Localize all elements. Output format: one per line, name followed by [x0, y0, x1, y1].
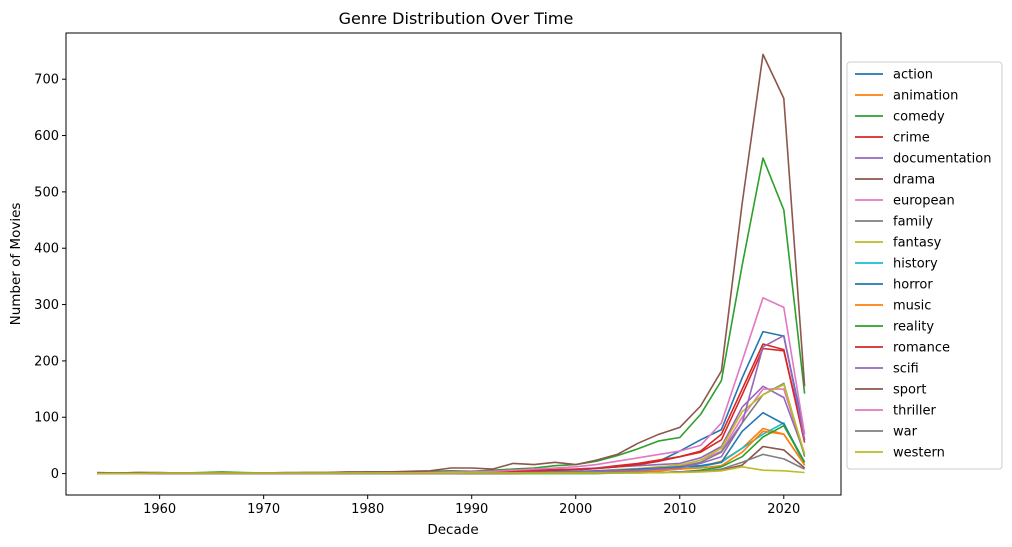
legend-label-thriller: thriller: [893, 404, 937, 419]
legend-box: [846, 61, 1003, 470]
legend-label-scifi: scifi: [893, 362, 919, 377]
legend-label-western: western: [893, 446, 945, 461]
y-tick-label: 0: [51, 467, 59, 482]
series-line-crime: [97, 347, 806, 475]
legend-label-european: european: [893, 194, 955, 209]
x-tick-label: 1970: [247, 502, 280, 517]
legend-label-comedy: comedy: [893, 110, 945, 125]
y-axis: 0 100 200 300 400 500 600 700: [34, 73, 66, 482]
y-tick-label: 400: [34, 242, 59, 257]
legend-label-war: war: [893, 425, 918, 440]
y-axis-title: Number of Movies: [8, 203, 24, 326]
legend-label-fantasy: fantasy: [893, 236, 942, 251]
legend-label-animation: animation: [893, 89, 958, 104]
x-axis: 1960 1970 1980 1990 2000 2010 2020: [143, 495, 800, 517]
plot-frame: [65, 32, 842, 496]
x-tick-label: 1990: [455, 502, 488, 517]
legend-label-horror: horror: [893, 278, 933, 293]
x-tick-label: 1980: [351, 502, 384, 517]
x-axis-title: Decade: [427, 522, 478, 538]
legend-label-action: action: [893, 68, 933, 83]
legend-label-reality: reality: [893, 320, 934, 335]
y-tick-label: 700: [34, 73, 59, 88]
legend-label-music: music: [893, 299, 931, 314]
y-tick-label: 300: [34, 298, 59, 313]
x-tick-label: 2010: [663, 502, 696, 517]
legend-label-documentation: documentation: [893, 152, 991, 167]
series-line-drama: [97, 53, 806, 474]
legend-label-family: family: [893, 215, 933, 230]
series-line-fantasy: [97, 383, 806, 475]
y-tick-label: 200: [34, 354, 59, 369]
legend: action animation comedy crime documentation d…: [846, 61, 1003, 470]
legend-label-drama: drama: [893, 173, 935, 188]
legend-label-romance: romance: [893, 341, 950, 356]
x-tick-label: 2000: [559, 502, 592, 517]
chart-title: Genre Distribution Over Time: [339, 9, 574, 28]
series-lines: [97, 53, 806, 475]
series-line-comedy: [97, 157, 806, 474]
y-tick-label: 100: [34, 411, 59, 426]
series-line-western: [97, 465, 805, 475]
x-tick-label: 2020: [767, 502, 800, 517]
series-line-thriller: [97, 296, 806, 475]
y-tick-label: 600: [34, 129, 59, 144]
x-tick-label: 1960: [143, 502, 176, 517]
legend-label-crime: crime: [893, 131, 930, 146]
y-tick-label: 500: [34, 185, 59, 200]
legend-label-sport: sport: [893, 383, 926, 398]
legend-label-history: history: [893, 257, 938, 272]
